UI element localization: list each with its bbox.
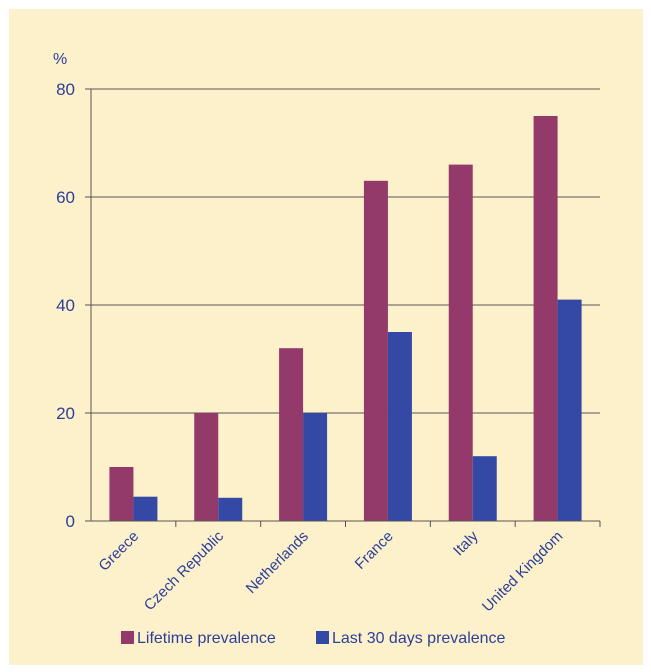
y-tick-label: 60	[56, 188, 75, 207]
x-category-label: United Kingdom	[479, 528, 566, 615]
bar-lifetime	[109, 467, 134, 521]
legend-label: Lifetime prevalence	[137, 630, 276, 647]
bar-last-30-days	[557, 299, 582, 521]
gridlines	[85, 88, 600, 522]
x-category-label: Italy	[450, 527, 482, 559]
bar-lifetime	[279, 348, 304, 521]
bar-last-30-days	[133, 496, 158, 521]
y-tick-label: 20	[56, 404, 75, 423]
legend-swatch	[316, 631, 329, 644]
y-tick-label: 0	[66, 512, 75, 531]
bar-lifetime	[194, 413, 219, 521]
bar-lifetime	[533, 116, 558, 521]
legend-label: Last 30 days prevalence	[332, 630, 506, 647]
y-axis-unit-label: %	[53, 51, 67, 68]
bar-last-30-days	[303, 413, 328, 521]
axes	[90, 89, 601, 527]
bars	[109, 116, 582, 522]
y-tick-label: 80	[56, 80, 75, 99]
legend-swatch	[121, 631, 134, 644]
legend: Lifetime prevalence Last 30 days prevalen…	[121, 630, 506, 647]
x-category-label: Czech Republic	[141, 527, 228, 614]
x-category-label: Greece	[95, 528, 142, 575]
bar-last-30-days	[218, 497, 243, 521]
y-tick-labels: 0 20 40 60 80	[56, 80, 75, 531]
bar-last-30-days	[472, 456, 497, 521]
bar-last-30-days	[387, 332, 412, 521]
bar-lifetime	[448, 164, 473, 521]
chart-panel: 0 20 40 60 80 Greece Czech Republic Netherland…	[9, 9, 643, 665]
x-category-label: France	[352, 528, 397, 573]
y-tick-label: 40	[56, 296, 75, 315]
bar-lifetime	[363, 180, 388, 522]
x-category-label: Netherlands	[243, 528, 312, 597]
